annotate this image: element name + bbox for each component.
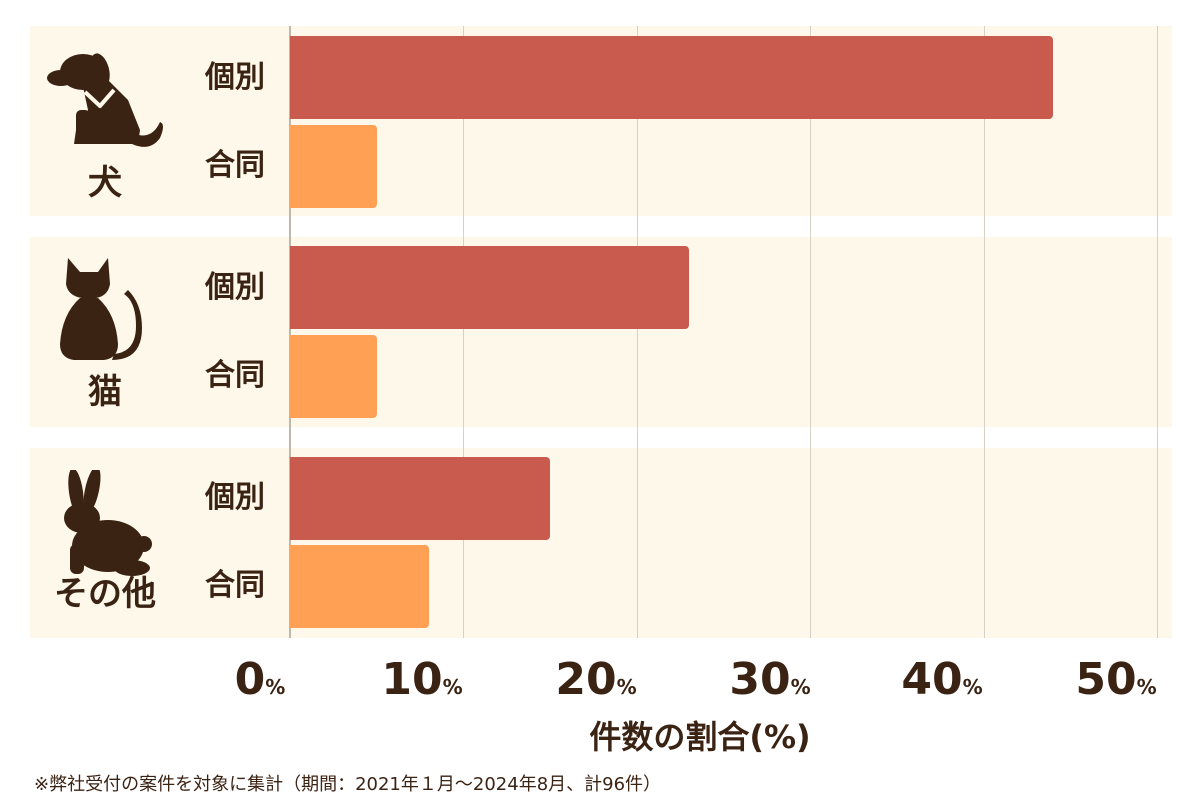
x-tick-20: 20% (526, 654, 666, 705)
x-tick-40-unit: % (962, 675, 983, 699)
x-tick-10-unit: % (442, 675, 463, 699)
bar-label-cat-joint: 合同 (205, 358, 265, 393)
bar-dog-joint (290, 125, 377, 208)
x-tick-30-unit: % (790, 675, 811, 699)
gridline (637, 26, 638, 638)
bar-dog-individual (290, 36, 1053, 119)
y-axis-line (289, 26, 291, 638)
rabbit-icon (64, 470, 152, 576)
x-tick-0-value: 0 (234, 654, 266, 705)
group-label-dog: 犬 (88, 163, 122, 203)
x-tick-10: 10% (352, 654, 492, 705)
group-label-cat: 猫 (88, 372, 122, 412)
bar-label-other-joint: 合同 (205, 568, 265, 603)
x-tick-50-unit: % (1136, 675, 1157, 699)
gridline (1157, 26, 1158, 638)
gridline (984, 26, 985, 638)
gridline (810, 26, 811, 638)
x-tick-40-value: 40 (901, 654, 963, 705)
x-axis-title: 件数の割合(%) (589, 718, 811, 756)
x-tick-20-value: 20 (555, 654, 617, 705)
dog-icon (47, 53, 163, 147)
group-band-other (30, 448, 1172, 638)
x-tick-0-unit: % (265, 675, 286, 699)
bar-label-other-individual: 個別 (205, 480, 265, 515)
gridline (463, 26, 464, 638)
bar-cat-joint (290, 335, 377, 418)
x-tick-0: 0% (190, 654, 330, 705)
bar-label-cat-individual: 個別 (205, 270, 265, 305)
x-tick-30: 30% (700, 654, 840, 705)
x-tick-50: 50% (1046, 654, 1186, 705)
bar-other-individual (290, 457, 551, 540)
bar-other-joint (290, 545, 429, 628)
bar-cat-individual (290, 246, 689, 329)
x-tick-20-unit: % (616, 675, 637, 699)
group-label-other: その他 (54, 574, 156, 614)
bar-label-dog-joint: 合同 (205, 148, 265, 183)
x-tick-40: 40% (872, 654, 1012, 705)
bar-label-dog-individual: 個別 (205, 60, 265, 95)
x-tick-10-value: 10 (381, 654, 443, 705)
footnote: ※弊社受付の案件を対象に集計（期間：2021年１月～2024年8月、計96件） (34, 774, 662, 795)
x-tick-30-value: 30 (729, 654, 791, 705)
cat-icon (60, 258, 142, 360)
x-tick-50-value: 50 (1075, 654, 1137, 705)
